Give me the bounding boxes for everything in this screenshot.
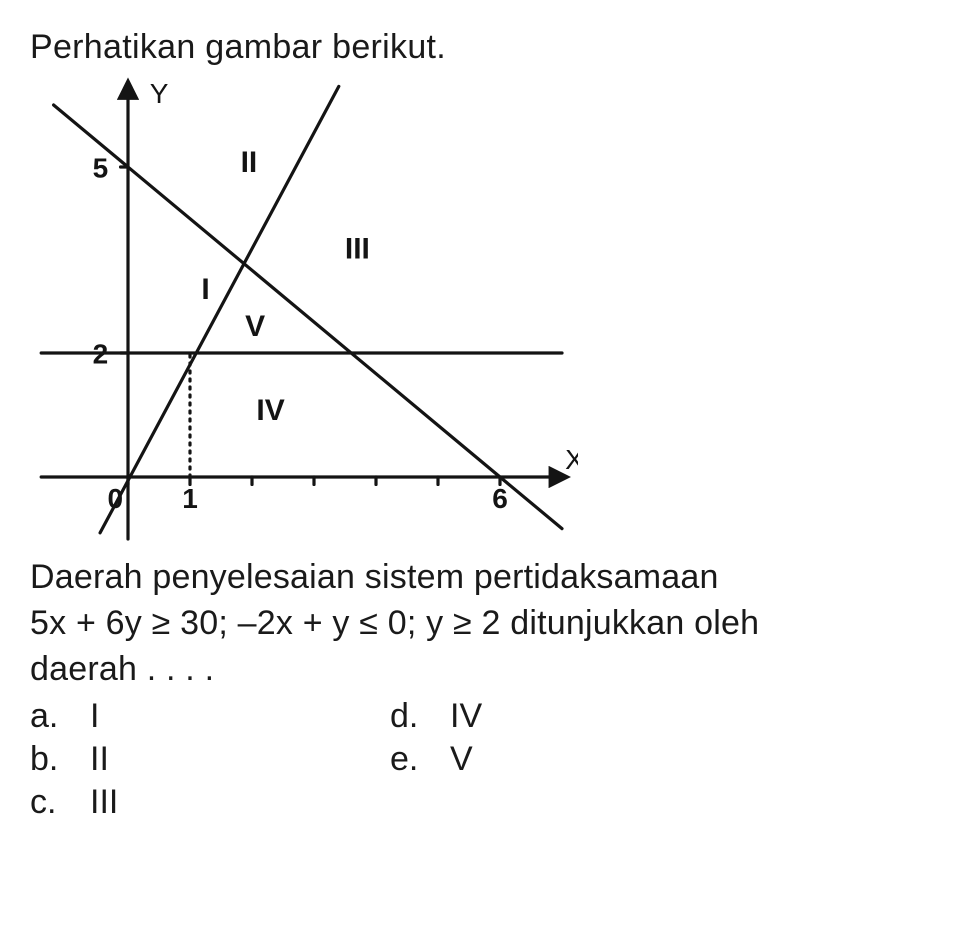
option-value: IV [450,697,482,736]
question-line3: daerah . . . . [30,650,214,688]
option-letter: b. [30,740,90,779]
option-letter: e. [390,740,450,779]
svg-text:I: I [201,273,209,306]
option-letter: a. [30,697,90,736]
instruction-text: Perhatikan gambar berikut. [30,28,930,67]
svg-text:V: V [245,310,265,343]
figure: 01625YXIIIIIIIVV [18,77,558,547]
answer-options: a.Id.IVb.IIe.Vc.III [30,697,930,822]
svg-text:Y: Y [150,78,169,109]
svg-text:5: 5 [93,152,109,183]
option-value: III [90,783,118,822]
option-e: e.V [390,740,750,779]
svg-text:0: 0 [107,483,123,514]
option-letter: d. [390,697,450,736]
coordinate-diagram: 01625YXIIIIIIIVV [18,77,578,547]
question-text: Daerah penyelesaian sistem pertidaksamaa… [30,555,930,693]
svg-text:III: III [345,233,370,266]
option-b: b.II [30,740,390,779]
svg-text:6: 6 [492,483,508,514]
option-letter: c. [30,783,90,822]
svg-text:2: 2 [93,338,109,369]
option-a: a.I [30,697,390,736]
question-line2: 5x + 6y ≥ 30; –2x + y ≤ 0; y ≥ 2 ditunju… [30,604,759,642]
svg-text:IV: IV [256,394,284,427]
question-line1: Daerah penyelesaian sistem pertidaksamaa… [30,558,719,596]
svg-text:1: 1 [182,483,198,514]
svg-text:II: II [241,146,258,179]
option-value: II [90,740,109,779]
option-c: c.III [30,783,390,822]
option-value: I [90,697,99,736]
svg-text:X: X [565,444,578,475]
option-value: V [450,740,473,779]
option-d: d.IV [390,697,750,736]
